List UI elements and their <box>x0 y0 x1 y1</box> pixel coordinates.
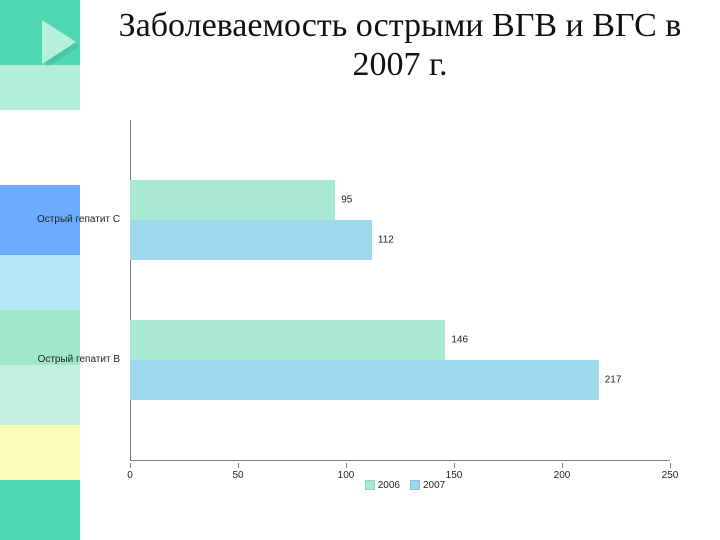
bar-value-label: 217 <box>605 375 622 386</box>
legend-label: 2006 <box>378 480 400 491</box>
x-tick-label: 150 <box>446 470 463 481</box>
plot-area <box>130 120 670 460</box>
bar <box>130 220 372 260</box>
legend-swatch <box>365 480 375 490</box>
x-tick-label: 200 <box>554 470 571 481</box>
bar <box>130 320 445 360</box>
bar-value-label: 112 <box>378 235 394 246</box>
x-tick-label: 250 <box>662 470 679 481</box>
y-axis-line <box>130 120 131 460</box>
legend: 2006 2007 <box>130 480 670 491</box>
legend-label: 2007 <box>423 480 445 491</box>
x-axis-line <box>130 460 670 461</box>
bar <box>130 180 335 220</box>
chart: 20062007 050100150200250Острый гепатит С… <box>30 120 700 520</box>
legend-swatch <box>410 480 420 490</box>
x-tick <box>238 463 239 468</box>
x-tick <box>670 463 671 468</box>
slide-title: Заболеваемость острыми ВГВ и ВГС в 2007 … <box>100 6 700 84</box>
x-tick <box>562 463 563 468</box>
bar <box>130 360 599 400</box>
x-tick-label: 100 <box>338 470 355 481</box>
x-tick <box>454 463 455 468</box>
x-tick <box>346 463 347 468</box>
category-label: Острый гепатит С <box>0 214 120 225</box>
bar-value-label: 146 <box>451 335 468 346</box>
x-tick <box>130 463 131 468</box>
strip-band <box>0 65 80 110</box>
play-triangle-icon <box>42 20 76 64</box>
x-tick-label: 50 <box>232 470 243 481</box>
category-label: Острый гепатит В <box>0 354 120 365</box>
x-tick-label: 0 <box>127 470 133 481</box>
bar-value-label: 95 <box>341 195 352 206</box>
slide: Заболеваемость острыми ВГВ и ВГС в 2007 … <box>0 0 720 540</box>
